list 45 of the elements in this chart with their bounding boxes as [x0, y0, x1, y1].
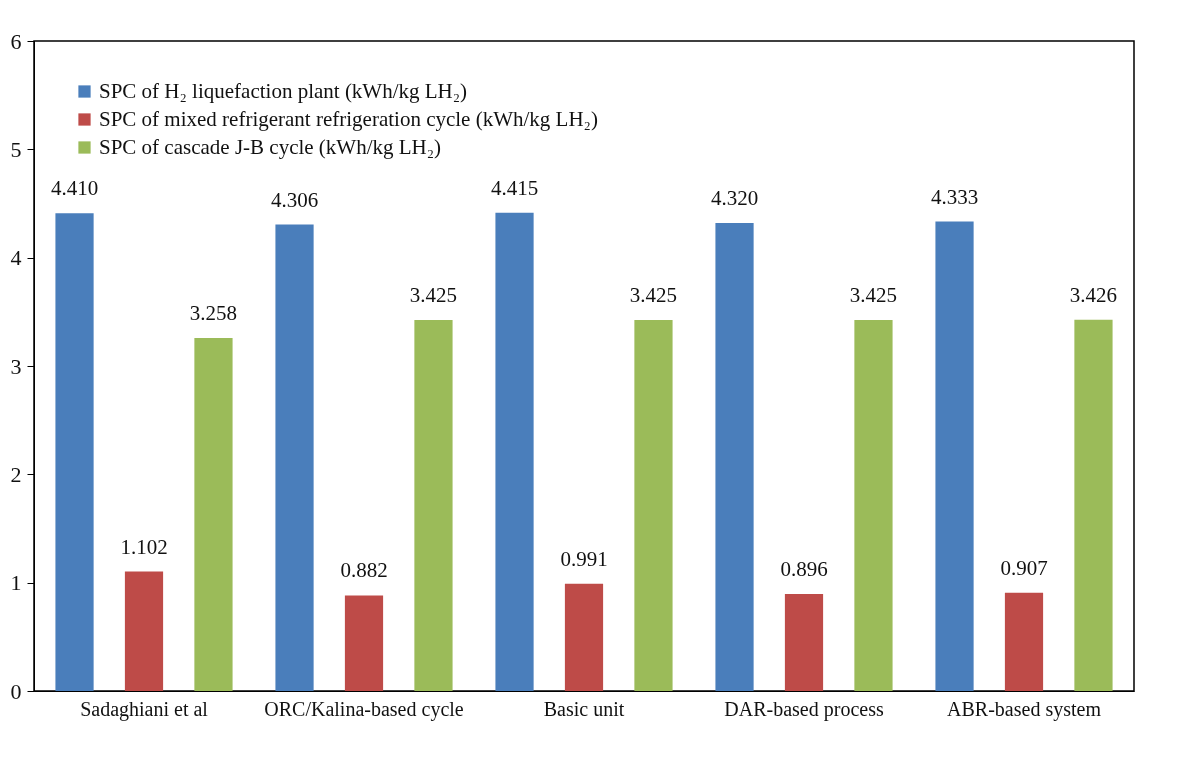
data-label: 0.907 [1000, 555, 1048, 580]
y-tick-label: 1 [10, 570, 22, 596]
y-tick-label: 0 [10, 678, 22, 704]
data-label: 0.882 [340, 558, 388, 583]
data-label: 4.410 [50, 176, 99, 201]
y-tick-label: 2 [10, 461, 22, 487]
y-tick-label: 3 [10, 353, 22, 379]
x-tick-label: ABR-based system [947, 697, 1102, 721]
data-label: 4.333 [930, 184, 979, 209]
data-label: 0.991 [560, 546, 608, 571]
y-tick-label: 4 [10, 245, 22, 271]
x-tick-label: DAR-based process [724, 697, 884, 721]
legend-label: SPC of mixed refrigerant refrigeration cycle (kWh/kg LH₂) [99, 106, 598, 131]
bar [55, 213, 94, 691]
data-label: 4.306 [270, 187, 319, 212]
bar [1004, 592, 1044, 691]
data-label: 1.102 [120, 534, 168, 559]
bar [194, 338, 233, 691]
x-tick-label: Sadaghiani et al [80, 697, 209, 721]
bar [564, 583, 604, 691]
data-label: 3.425 [849, 282, 898, 307]
data-label: 3.426 [1069, 282, 1118, 307]
legend-label: SPC of cascade J-B cycle (kWh/kg LH₂) [99, 134, 442, 159]
bar [634, 319, 673, 691]
bar [495, 212, 534, 691]
data-label: 0.896 [780, 556, 828, 581]
bar [414, 319, 453, 691]
bar [854, 319, 893, 691]
bar [275, 224, 314, 691]
data-label: 3.425 [409, 282, 458, 307]
bar [344, 595, 384, 691]
bar [1074, 319, 1113, 691]
bar [784, 593, 824, 691]
y-tick-label: 6 [10, 28, 22, 54]
bar [715, 223, 754, 691]
x-tick-label: ORC/Kalina-based cycle [264, 697, 464, 721]
y-tick-label: 5 [10, 136, 22, 162]
legend-label: SPC of H₂ liquefaction plant (kWh/kg LH₂) [99, 78, 468, 103]
bar [124, 571, 164, 691]
data-label: 3.425 [629, 282, 678, 307]
data-label: 4.415 [490, 175, 539, 200]
bar [935, 221, 974, 691]
data-label: 3.258 [189, 301, 238, 326]
data-label: 4.320 [710, 186, 759, 210]
x-tick-label: Basic unit [543, 697, 625, 720]
